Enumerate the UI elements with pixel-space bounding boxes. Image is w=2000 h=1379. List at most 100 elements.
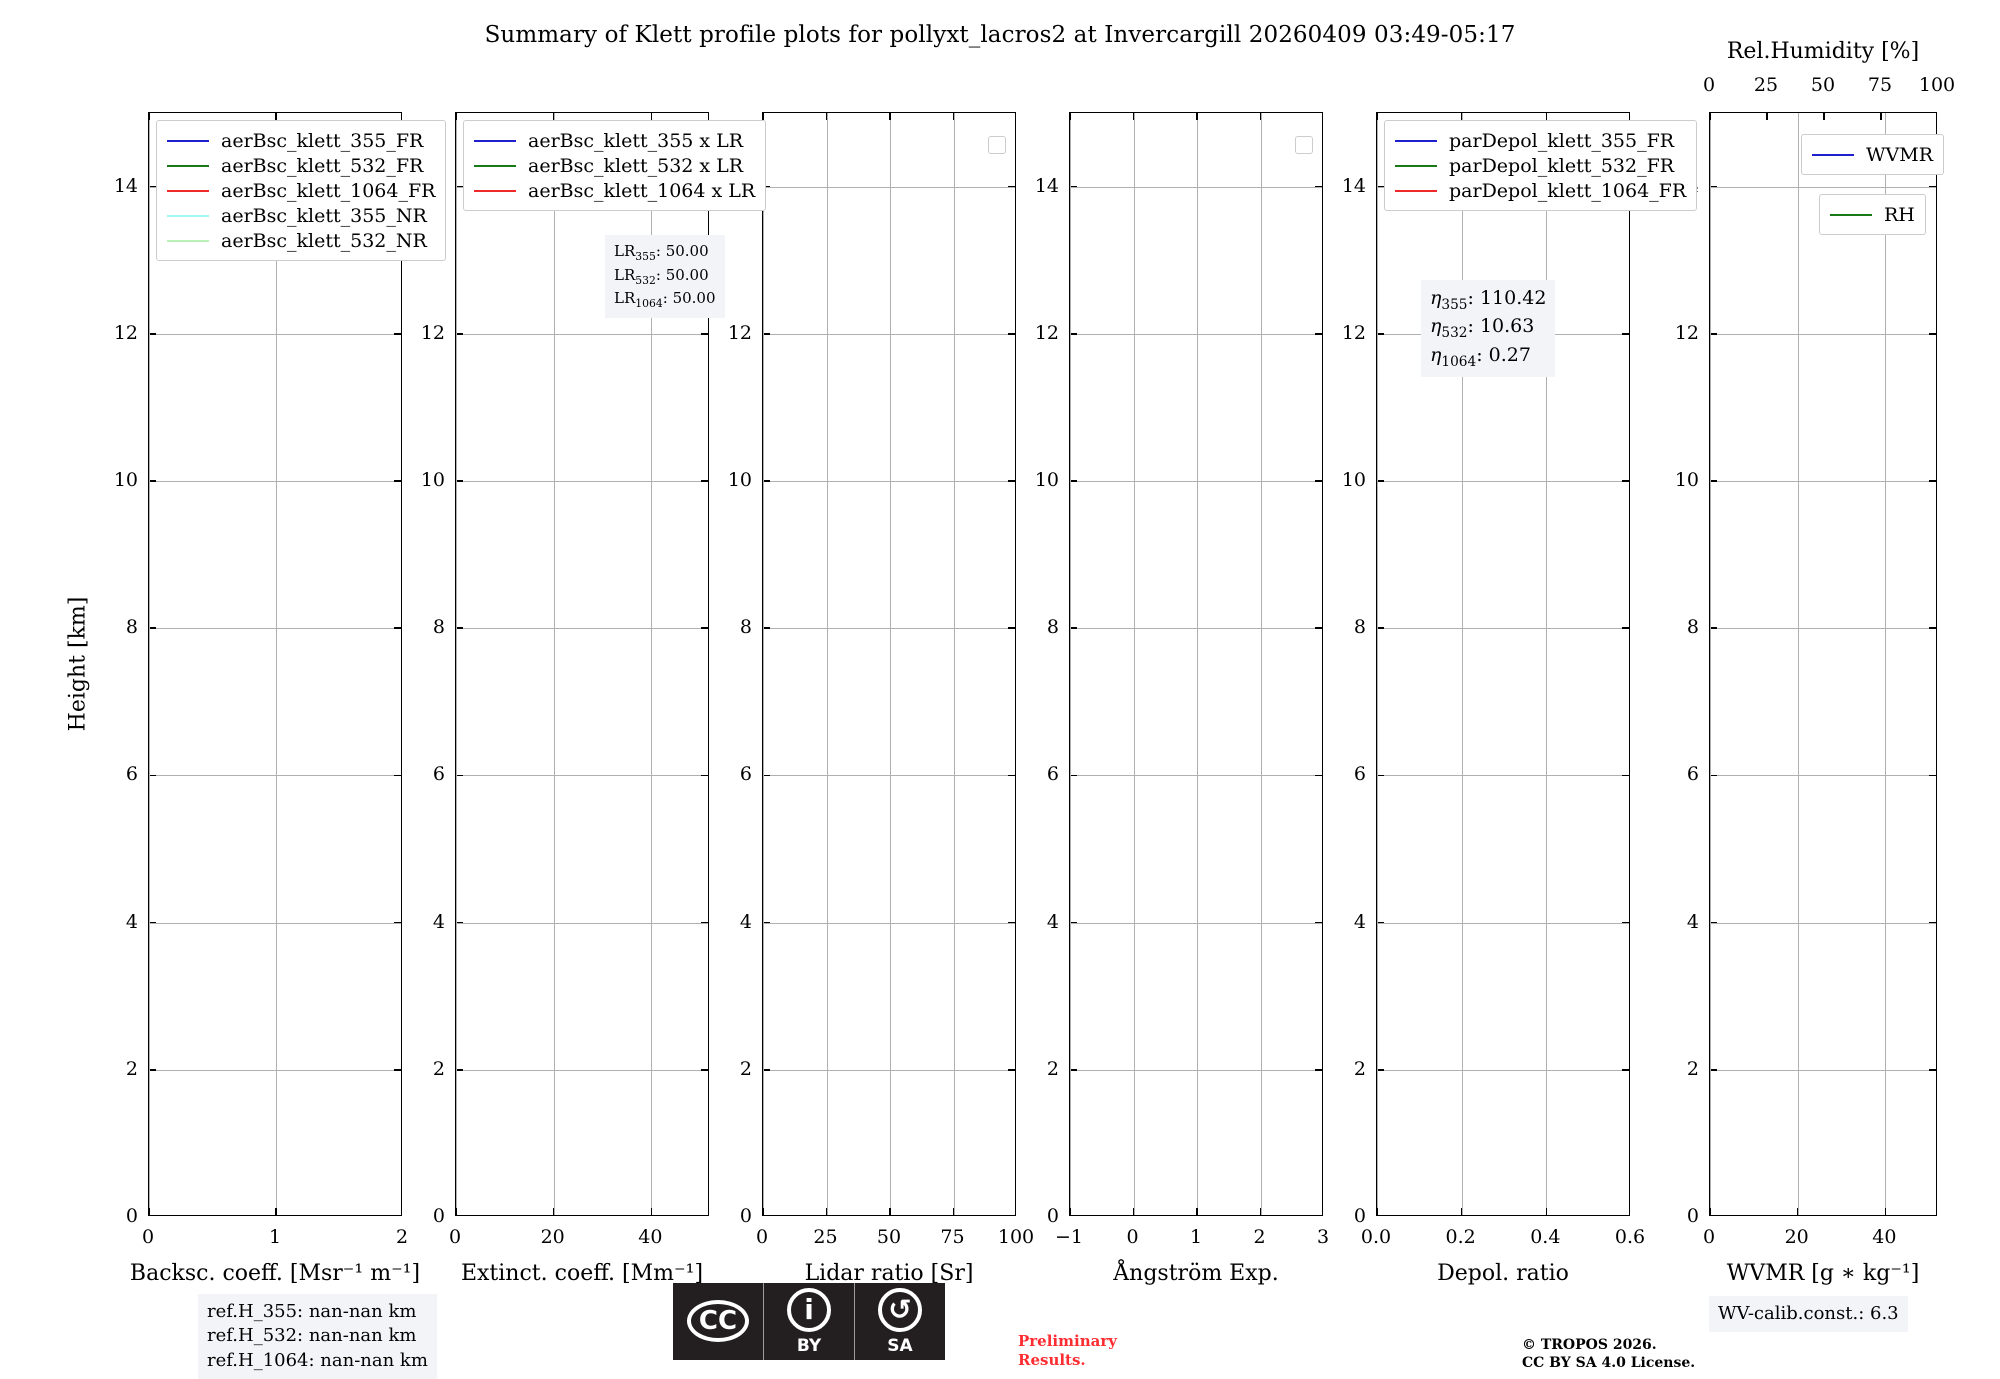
y-tick-left	[149, 774, 156, 777]
y-tick-left	[763, 627, 770, 629]
y-tick-left	[763, 774, 770, 777]
y-tick-right	[394, 333, 401, 335]
legend-line-icon	[1395, 139, 1437, 142]
gridline-horizontal	[149, 775, 401, 777]
legend-label: aerBsc_klett_532_NR	[221, 229, 427, 252]
annotation-box-extinct: LR355: 50.00 LR532: 50.00 LR1064: 50.00	[605, 235, 725, 318]
legend-item[interactable]: parDepol_klett_532_FR	[1395, 153, 1686, 178]
legend-item[interactable]: aerBsc_klett_532 x LR	[474, 153, 755, 178]
gridline-horizontal	[1070, 186, 1322, 188]
legend-item[interactable]: aerBsc_klett_355_FR	[167, 128, 435, 153]
y-tick-label: 2	[1046, 1057, 1059, 1080]
y-tick-label: 6	[432, 763, 445, 786]
plot-frame-depol	[1376, 112, 1630, 1216]
y-tick-right	[701, 480, 708, 482]
x-tick-label: 0	[755, 1226, 769, 1248]
x-tick-bottom	[825, 1208, 828, 1215]
rh-tick-top	[1766, 113, 1768, 120]
gridline-vertical	[1133, 113, 1135, 1215]
y-tick-label: 8	[1353, 616, 1366, 639]
y-tick-left	[456, 627, 463, 629]
legend-placeholder-angstrom[interactable]	[1295, 136, 1313, 154]
x-tick-top	[1070, 113, 1071, 120]
x-tick-label: 0.2	[1445, 1226, 1476, 1248]
x-tick-label: 0	[1702, 1226, 1716, 1248]
legend-item[interactable]: aerBsc_klett_532_NR	[167, 228, 435, 253]
y-tick-label: 0	[1686, 1205, 1699, 1227]
y-tick-label: 2	[125, 1057, 138, 1080]
legend-item[interactable]: parDepol_klett_1064_FR	[1395, 178, 1686, 203]
legend-item[interactable]: aerBsc_klett_1064_FR	[167, 178, 435, 203]
gridline-horizontal	[1377, 628, 1629, 630]
rh-tick-label: 75	[1867, 74, 1893, 96]
legend-line-icon	[474, 189, 516, 192]
legend-item[interactable]: RH	[1830, 202, 1915, 227]
legend-label: aerBsc_klett_355_FR	[221, 129, 424, 152]
y-tick-label: 4	[1686, 910, 1699, 933]
gridline-vertical	[1710, 113, 1711, 1215]
gridline-vertical	[1070, 113, 1071, 1215]
y-tick-left	[1710, 185, 1717, 188]
legend-backsc[interactable]: aerBsc_klett_355_FR aerBsc_klett_532_FR ae…	[156, 120, 447, 261]
y-tick-left	[763, 333, 770, 335]
y-tick-right	[1622, 1069, 1629, 1071]
legend-line-icon	[1812, 153, 1854, 156]
y-tick-right	[1315, 185, 1322, 188]
x-tick-label: 75	[940, 1226, 965, 1248]
y-tick-left	[1710, 480, 1717, 482]
legend-wvmr[interactable]: WVMR	[1801, 134, 1945, 175]
gridline-horizontal	[763, 481, 1015, 482]
legend-item[interactable]: aerBsc_klett_355 x LR	[474, 128, 755, 153]
legend-label: aerBsc_klett_355 x LR	[528, 129, 744, 152]
x-tick-label: 100	[997, 1226, 1035, 1248]
x-tick-label: 40	[1872, 1226, 1897, 1248]
gridline-horizontal	[1070, 1069, 1322, 1071]
x-tick-bottom	[1710, 1208, 1711, 1215]
legend-item[interactable]: aerBsc_klett_532_FR	[167, 153, 435, 178]
y-tick-right	[1929, 627, 1936, 629]
gridline-vertical	[890, 113, 891, 1215]
legend-rh[interactable]: RH	[1819, 194, 1926, 235]
cc-sa-cell: ↺ SA	[855, 1283, 945, 1360]
cc-by-cell: i BY	[764, 1283, 854, 1360]
copyright-line-2: CC BY SA 4.0 License.	[1522, 1355, 1696, 1372]
legend-line-icon	[167, 239, 209, 242]
x-tick-label: −1	[1054, 1226, 1084, 1248]
legend-item[interactable]: WVMR	[1812, 142, 1933, 167]
cc-sa-label: SA	[887, 1336, 913, 1356]
y-tick-label: 4	[125, 910, 138, 933]
y-tick-left	[1070, 1069, 1077, 1071]
y-tick-right	[1008, 774, 1015, 777]
y-tick-label: 12	[420, 321, 445, 344]
legend-item[interactable]: aerBsc_klett_355_NR	[167, 203, 435, 228]
legend-placeholder-lidar-ratio[interactable]	[988, 136, 1006, 154]
y-tick-right	[701, 627, 708, 629]
preliminary-line-1: Preliminary	[1018, 1332, 1117, 1350]
legend-depol[interactable]: parDepol_klett_355_FR parDepol_klett_532_…	[1384, 120, 1698, 211]
legend-extinct[interactable]: aerBsc_klett_355 x LR aerBsc_klett_532 x …	[463, 120, 767, 211]
y-tick-right	[394, 627, 401, 629]
y-tick-right	[1008, 185, 1015, 188]
y-tick-left	[149, 333, 156, 335]
share-alike-icon: ↺	[878, 1288, 922, 1332]
gridline-horizontal	[456, 333, 708, 335]
legend-label: aerBsc_klett_532 x LR	[528, 154, 744, 177]
legend-item[interactable]: parDepol_klett_355_FR	[1395, 128, 1686, 153]
plot-panel-backsc	[148, 112, 402, 1216]
legend-line-icon	[474, 164, 516, 167]
plot-panel-lidar-ratio	[762, 112, 1016, 1216]
x-tick-label: 1	[1189, 1226, 1203, 1248]
rh-tick-label: 25	[1753, 74, 1779, 96]
y-tick-left	[763, 480, 770, 482]
rh-tick-label: 100	[1918, 74, 1956, 96]
y-tick-right	[701, 1069, 708, 1071]
x-tick-bottom	[456, 1208, 457, 1215]
legend-label: RH	[1884, 203, 1915, 226]
x-tick-top	[1259, 113, 1262, 120]
x-tick-top	[552, 113, 555, 120]
y-tick-right	[1315, 480, 1322, 482]
annotation-box-depol: η355: 110.42 η532: 10.63 η1064: 0.27	[1421, 280, 1556, 377]
x-tick-top	[1460, 113, 1463, 120]
y-tick-right	[1929, 185, 1936, 188]
legend-item[interactable]: aerBsc_klett_1064 x LR	[474, 178, 755, 203]
